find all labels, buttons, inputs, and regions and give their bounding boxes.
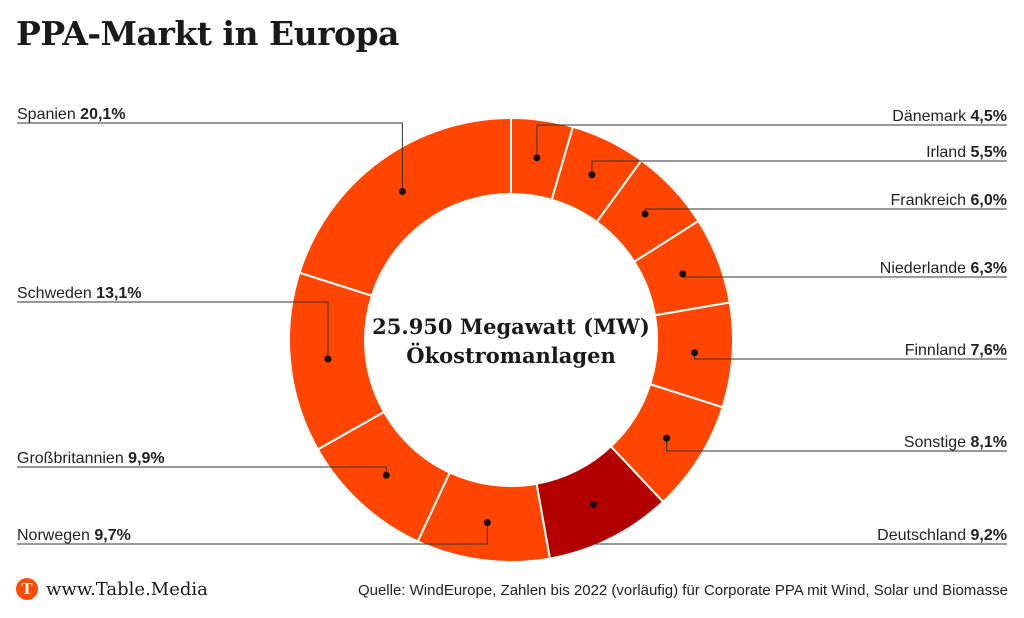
leader-dot-frankreich <box>641 210 649 218</box>
label-name-frankreich: Frankreich <box>891 192 971 209</box>
label-value-norwegen: 9,7% <box>94 527 130 544</box>
label-value-spanien: 20,1% <box>80 106 125 123</box>
label-deutschland: Deutschland 9,2% <box>877 527 1007 544</box>
leader-dot-norwegen <box>483 518 491 526</box>
leader-dot-niederlande <box>679 270 687 278</box>
label-name-sonstige: Sonstige <box>904 434 971 451</box>
leader-dot-spanien <box>398 187 406 195</box>
leader-line-norwegen <box>17 522 488 545</box>
label-value-frankreich: 6,0% <box>971 192 1007 209</box>
source-note: Quelle: WindEurope, Zahlen bis 2022 (vor… <box>357 582 1008 599</box>
slice-spanien <box>298 116 512 298</box>
leader-dot-schweden <box>324 355 332 363</box>
leader-dot-grossbritannien <box>382 471 390 479</box>
leader-line-daenemark <box>536 124 1007 158</box>
leader-dot-irland <box>588 171 596 179</box>
label-schweden: Schweden 13,1% <box>17 285 142 302</box>
leader-dot-deutschland <box>590 500 598 508</box>
label-name-finnland: Finnland <box>905 342 971 359</box>
label-grossbritannien: Großbritannien 9,9% <box>17 450 165 467</box>
label-name-schweden: Schweden <box>17 285 96 302</box>
label-value-deutschland: 9,2% <box>971 527 1007 544</box>
labels-layer: Dänemark 4,5% Irland 5,5% Frankreich 6,0% N… <box>17 106 1007 544</box>
label-name-deutschland: Deutschland <box>877 527 970 544</box>
center-label-line-2: Ökostromanlagen <box>406 343 615 368</box>
label-name-irland: Irland <box>926 144 970 161</box>
label-spanien: Spanien 20,1% <box>17 106 126 123</box>
leader-line-frankreich <box>644 208 1007 215</box>
label-sonstige: Sonstige 8,1% <box>904 434 1007 451</box>
label-irland: Irland 5,5% <box>926 144 1007 161</box>
leader-line-deutschland <box>593 504 1007 545</box>
leader-dot-daenemark <box>533 154 541 162</box>
leader-dot-sonstige <box>663 434 671 442</box>
label-value-finnland: 7,6% <box>971 342 1007 359</box>
label-finnland: Finnland 7,6% <box>905 342 1007 359</box>
label-value-schweden: 13,1% <box>96 285 141 302</box>
label-name-norwegen: Norwegen <box>17 527 94 544</box>
center-label-line-1: 25.950 Megawatt (MW) <box>372 314 650 339</box>
leader-dot-finnland <box>691 349 699 357</box>
label-frankreich: Frankreich 6,0% <box>891 192 1008 209</box>
leader-line-spanien <box>17 122 403 192</box>
label-value-grossbritannien: 9,9% <box>128 450 164 467</box>
label-norwegen: Norwegen 9,7% <box>17 527 131 544</box>
leader-line-sonstige <box>666 438 1007 452</box>
label-value-niederlande: 6,3% <box>971 260 1007 277</box>
label-niederlande: Niederlande 6,3% <box>880 260 1007 277</box>
label-name-daenemark: Dänemark <box>892 108 970 125</box>
label-value-sonstige: 8,1% <box>971 434 1007 451</box>
leader-lines-layer <box>17 122 1007 545</box>
label-name-spanien: Spanien <box>17 106 80 123</box>
label-name-grossbritannien: Großbritannien <box>17 450 128 467</box>
leader-line-irland <box>591 160 1007 175</box>
label-daenemark: Dänemark 4,5% <box>892 108 1007 125</box>
table-media-logo: T <box>16 578 38 600</box>
leader-line-schweden <box>17 301 329 360</box>
page-title: PPA-Markt in Europa <box>16 14 399 53</box>
site-name[interactable]: www.Table.Media <box>46 579 208 600</box>
slices-layer <box>288 116 734 563</box>
label-name-niederlande: Niederlande <box>880 260 971 277</box>
label-value-daenemark: 4,5% <box>971 108 1007 125</box>
label-value-irland: 5,5% <box>971 144 1007 161</box>
